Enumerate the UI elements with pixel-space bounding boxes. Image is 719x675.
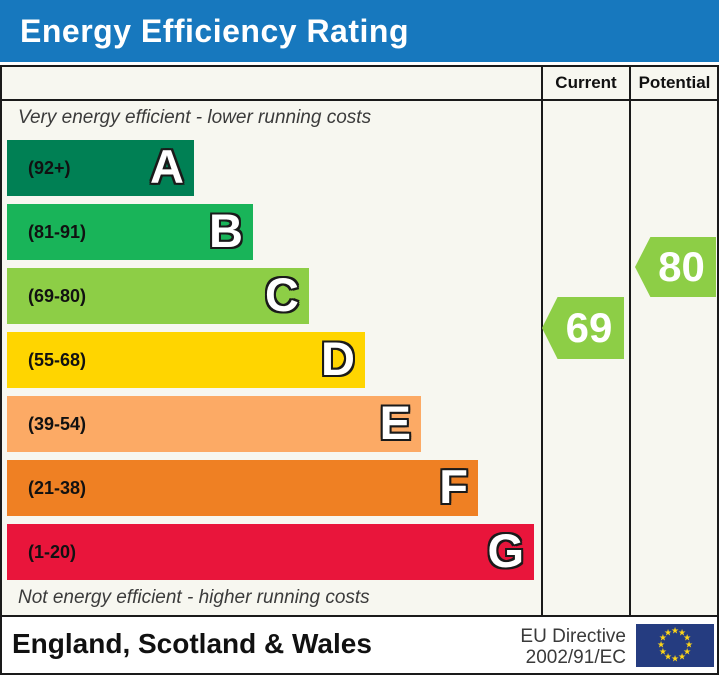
band-e: (39-54) E	[7, 396, 421, 452]
band-c: (69-80) C	[7, 268, 309, 324]
current-column-header: Current	[555, 73, 617, 92]
eu-flag-star: ★	[677, 651, 687, 662]
top-note: Very energy efficient - lower running co…	[18, 107, 372, 128]
eu-flag-star: ★	[658, 632, 667, 643]
band-g-letter: G	[487, 524, 524, 577]
band-d-range: (55-68)	[28, 350, 87, 370]
band-g: (1-20) G	[7, 524, 534, 580]
eu-flag-star: ★	[684, 639, 694, 650]
band-b-range: (81-91)	[28, 222, 87, 242]
band-b-letter: B	[209, 204, 243, 257]
band-b: (81-91) B	[7, 204, 253, 260]
band-a-range: (92+)	[28, 158, 71, 178]
potential-column-divider	[629, 65, 631, 617]
header-divider-line	[0, 99, 719, 101]
eu-flag-star: ★	[656, 639, 666, 650]
band-a-letter: A	[150, 140, 184, 193]
band-c-letter: C	[265, 268, 299, 321]
eu-flag-star: ★	[683, 632, 692, 643]
eu-flag-star: ★	[658, 646, 667, 657]
eu-directive-line1: EU Directive	[520, 626, 626, 647]
potential-column-header: Potential	[638, 73, 711, 92]
eu-flag-star: ★	[663, 627, 673, 638]
footer-divider-line	[0, 615, 719, 617]
band-c-range: (69-80)	[28, 286, 87, 306]
page-title: Energy Efficiency Rating	[20, 13, 409, 49]
current-rating-arrow: 69	[542, 297, 624, 359]
band-d: (55-68) D	[7, 332, 365, 388]
band-e-range: (39-54)	[28, 414, 87, 434]
potential-rating-value: 80	[658, 243, 705, 290]
bottom-note: Not energy efficient - higher running co…	[18, 587, 370, 608]
eu-flag: ★ ★ ★ ★ ★ ★ ★ ★ ★ ★ ★ ★	[636, 624, 714, 667]
current-column-divider	[541, 65, 543, 617]
band-f-letter: F	[439, 460, 468, 513]
eu-directive-line2: 2002/91/EC	[525, 647, 626, 668]
title-banner: Energy Efficiency Rating	[0, 0, 719, 62]
eu-flag-star: ★	[663, 651, 673, 662]
potential-rating-arrow: 80	[635, 237, 716, 297]
eu-flag-star: ★	[670, 625, 680, 636]
region-label: England, Scotland & Wales	[12, 628, 372, 659]
band-a: (92+) A	[7, 140, 194, 196]
eu-directive-label: EU Directive 2002/91/EC	[498, 626, 626, 668]
band-d-letter: D	[321, 332, 355, 385]
eu-flag-star: ★	[670, 653, 680, 664]
eu-flag-star: ★	[677, 627, 687, 638]
band-e-letter: E	[379, 396, 411, 449]
eu-flag-star: ★	[683, 646, 692, 657]
band-f: (21-38) F	[7, 460, 478, 516]
band-f-range: (21-38)	[28, 478, 87, 498]
current-rating-value: 69	[565, 304, 613, 351]
band-g-range: (1-20)	[28, 542, 77, 562]
